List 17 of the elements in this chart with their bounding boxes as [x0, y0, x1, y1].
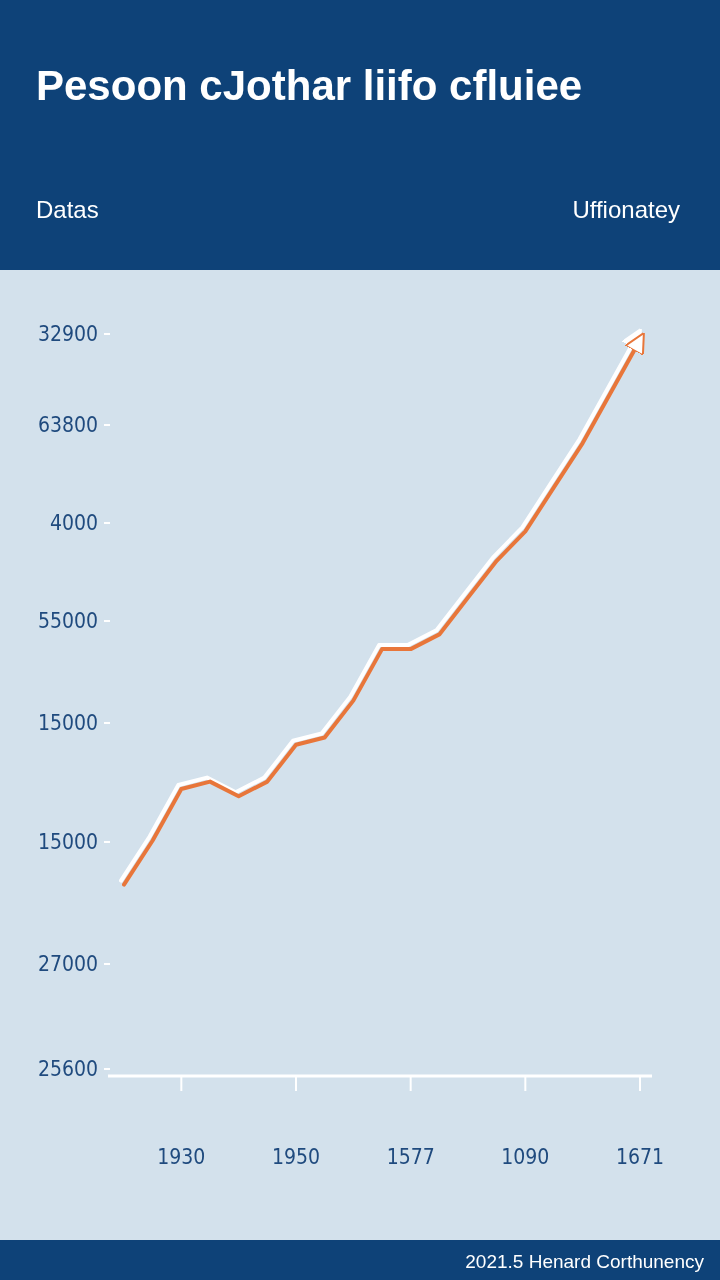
text: Uffionatey	[572, 196, 680, 223]
x-tick-label: 1930	[157, 1145, 206, 1169]
text: 25600	[37, 1057, 98, 1082]
text: 15000	[37, 711, 98, 736]
x-tick-label: 1577	[386, 1145, 435, 1169]
text: 55000	[37, 609, 98, 634]
text: 15000	[37, 830, 98, 855]
x-tick-label: 1671	[615, 1145, 665, 1169]
text: 63800	[37, 413, 98, 438]
text: 2021.5 Henard Corthunency	[465, 1251, 705, 1272]
x-tick-label: 1950	[271, 1145, 321, 1169]
text: 27000	[37, 952, 98, 977]
text: Datas	[36, 196, 99, 223]
text: 32900	[37, 322, 98, 347]
x-tick-label: 1090	[501, 1145, 550, 1169]
chart-title: Pesoon cJothar liifo cfluiee	[36, 62, 583, 109]
text: 4000	[49, 511, 98, 536]
